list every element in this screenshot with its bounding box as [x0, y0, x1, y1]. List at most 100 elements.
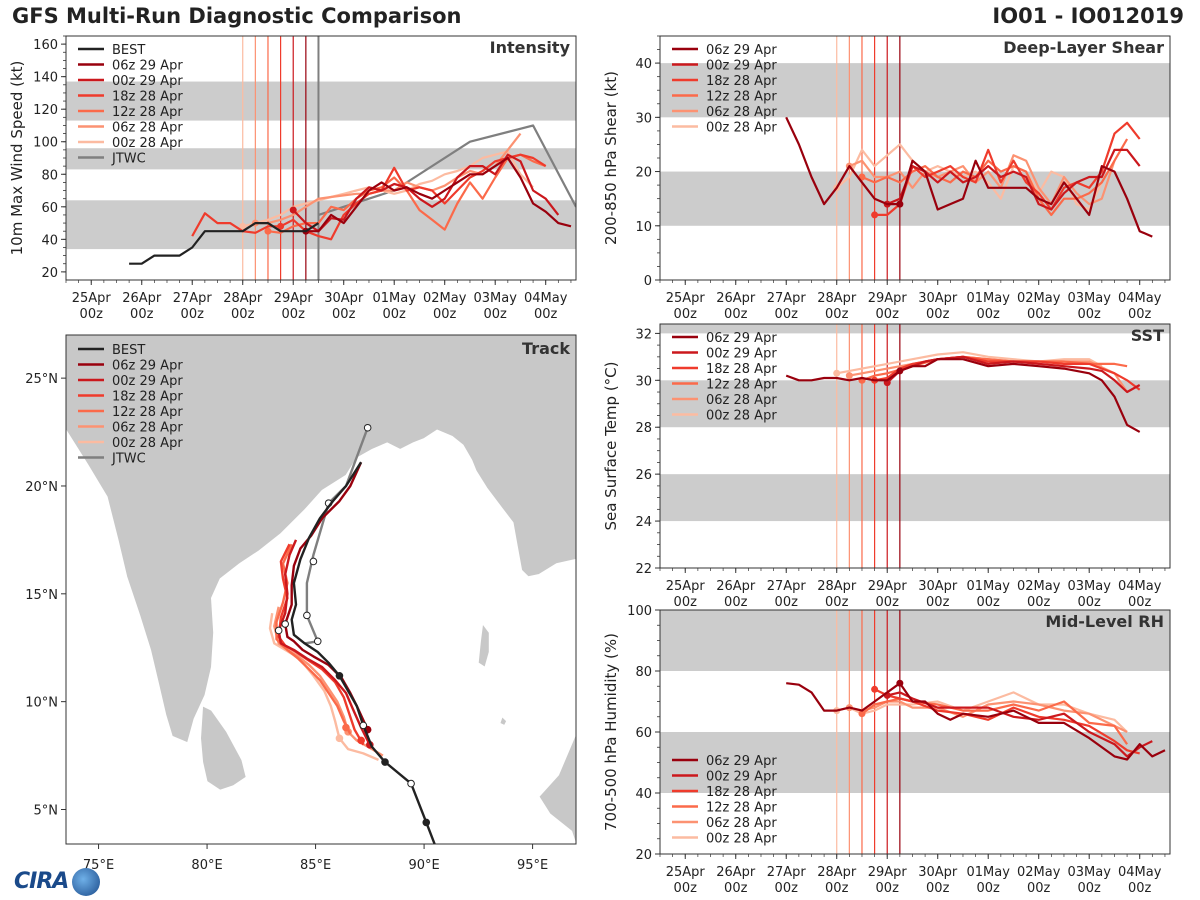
- sst-xtick-hour: 00z: [1128, 595, 1152, 610]
- sst-init-marker: [833, 369, 841, 377]
- sst-xtick-day: 25Apr: [666, 579, 706, 594]
- rh-xtick-day: 30Apr: [918, 865, 958, 880]
- rh-xtick-day: 04May: [1118, 865, 1162, 880]
- track-point: [422, 818, 431, 827]
- sst-ylabel: Sea Surface Temp (°C): [602, 361, 620, 530]
- track-line: [268, 613, 379, 762]
- sst-xtick-hour: 00z: [674, 595, 698, 610]
- intensity-xtick-hour: 00z: [231, 307, 255, 322]
- sst-xtick-day: 02May: [1017, 579, 1061, 594]
- rh-init-marker: [858, 710, 866, 718]
- rh-xtick-hour: 00z: [977, 881, 1001, 896]
- rh-xtick-hour: 00z: [1027, 881, 1051, 896]
- land-india: [66, 335, 576, 744]
- shear-xtick-day: 02May: [1017, 291, 1061, 306]
- track-point: [303, 611, 311, 620]
- intensity-xtick-hour: 00z: [130, 307, 154, 322]
- cira-logo: CIRA: [6, 866, 106, 898]
- shear-legend-label: 18z 28 Apr: [706, 74, 777, 89]
- rh-xtick-day: 02May: [1017, 865, 1061, 880]
- sst-frame: [659, 323, 1171, 569]
- intensity-xtick-day: 26Apr: [122, 291, 162, 306]
- sst-xtick-day: 27Apr: [767, 579, 807, 594]
- intensity-xtick-day: 02May: [423, 291, 467, 306]
- land-sri-lanka: [200, 705, 247, 791]
- intensity-xtick-hour: 00z: [383, 307, 407, 322]
- track-point: [407, 779, 415, 788]
- sst-init-marker: [896, 367, 904, 375]
- intensity-xtick-day: 25Apr: [72, 291, 112, 306]
- rh-init-marker: [896, 679, 904, 687]
- intensity-xtick-hour: 00z: [433, 307, 457, 322]
- sst-xtick-hour: 00z: [775, 595, 799, 610]
- sst-xtick-hour: 00z: [825, 595, 849, 610]
- shear-plot-area: [660, 36, 1170, 280]
- intensity-xtick-hour: 00z: [181, 307, 205, 322]
- intensity-ytick-label: 60: [41, 201, 58, 216]
- shear-xtick-day: 03May: [1067, 291, 1111, 306]
- rh-legend-label: 00z 28 Apr: [706, 832, 777, 847]
- track-xtick-label: 95°E: [517, 858, 548, 873]
- track-point: [335, 734, 344, 743]
- intensity-legend-label: JTWC: [111, 152, 146, 167]
- intensity-ytick-label: 100: [33, 136, 58, 151]
- intensity-init-marker: [289, 206, 297, 214]
- track-legend-label: BEST: [112, 343, 145, 358]
- shear-xtick-day: 26Apr: [716, 291, 756, 306]
- shear-legend-label: 06z 28 Apr: [706, 105, 777, 120]
- sst-xtick-day: 30Apr: [918, 579, 958, 594]
- track-point: [359, 721, 368, 730]
- intensity-ylabel: 10m Max Wind Speed (kt): [8, 61, 26, 256]
- rh-band: [660, 732, 1170, 793]
- shear-band: [660, 63, 1170, 118]
- sst-xtick-hour: 00z: [1027, 595, 1051, 610]
- sst-xtick-day: 26Apr: [716, 579, 756, 594]
- shear-legend-label: 06z 29 Apr: [706, 43, 777, 58]
- intensity-xtick-hour: 00z: [484, 307, 508, 322]
- rh-xtick-hour: 00z: [1128, 881, 1152, 896]
- rh-xtick-day: 27Apr: [767, 865, 807, 880]
- land-malay: [538, 733, 576, 844]
- rh-xtick-hour: 00z: [825, 881, 849, 896]
- track-point: [313, 637, 322, 646]
- rh-xtick-day: 26Apr: [716, 865, 756, 880]
- sst-chart: 22242628303225Apr00z26Apr00z27Apr00z28Ap…: [602, 323, 1171, 610]
- rh-legend-label: 00z 29 Apr: [706, 770, 777, 785]
- sst-ytick-label: 26: [635, 468, 652, 483]
- rh-series-line: [836, 691, 1128, 733]
- rh-xtick-hour: 00z: [775, 881, 799, 896]
- intensity-ytick-label: 120: [33, 103, 58, 118]
- intensity-legend-label: BEST: [112, 43, 145, 58]
- intensity-xtick-day: 30Apr: [324, 291, 364, 306]
- shear-xtick-day: 29Apr: [868, 291, 908, 306]
- track-xtick-label: 85°E: [300, 858, 331, 873]
- sst-xtick-day: 03May: [1067, 579, 1111, 594]
- rh-xtick-day: 03May: [1067, 865, 1111, 880]
- intensity-plot-area: [66, 36, 576, 280]
- rh-xtick-day: 28Apr: [817, 865, 857, 880]
- intensity-xtick-day: 28Apr: [223, 291, 263, 306]
- intensity-ytick-label: 160: [33, 38, 58, 53]
- intensity-xtick-day: 04May: [524, 291, 568, 306]
- intensity-ytick-label: 40: [41, 233, 58, 248]
- sst-band: [660, 380, 1170, 428]
- intensity-xtick-day: 03May: [473, 291, 517, 306]
- track-point: [309, 557, 318, 566]
- sst-legend-label: 06z 29 Apr: [706, 331, 777, 346]
- sst-series-line: [886, 355, 1141, 394]
- track-xtick-label: 90°E: [408, 858, 439, 873]
- rh-series-line: [849, 700, 1128, 733]
- shear-legend-label: 00z 28 Apr: [706, 121, 777, 136]
- sst-legend-label: 00z 29 Apr: [706, 347, 777, 362]
- intensity-legend-label: 12z 28 Apr: [112, 105, 183, 120]
- sst-legend-label: 12z 28 Apr: [706, 378, 777, 393]
- rh-xtick-day: 01May: [967, 865, 1011, 880]
- sst-legend-label: 00z 28 Apr: [706, 409, 777, 424]
- sst-xtick-day: 29Apr: [868, 579, 908, 594]
- track-xtick-label: 80°E: [191, 858, 222, 873]
- shear-ytick-label: 40: [635, 57, 652, 72]
- intensity-init-marker: [264, 227, 272, 235]
- sst-ytick-label: 30: [635, 374, 652, 389]
- shear-xtick-hour: 00z: [775, 307, 799, 322]
- rh-xtick-hour: 00z: [724, 881, 748, 896]
